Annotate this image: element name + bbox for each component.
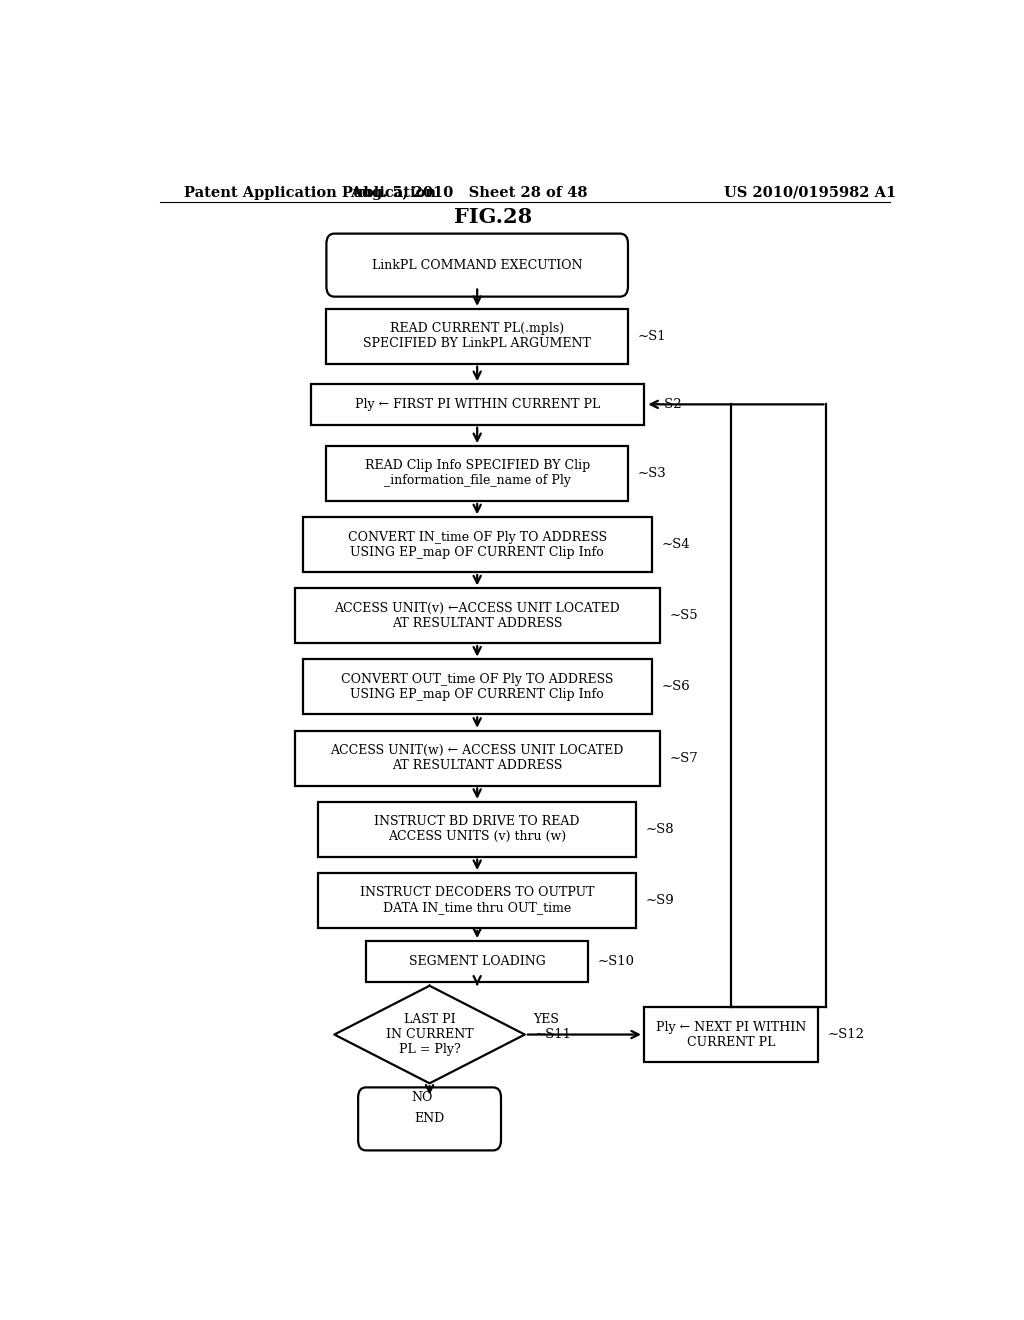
FancyBboxPatch shape: [358, 1088, 501, 1151]
Text: Aug. 5, 2010   Sheet 28 of 48: Aug. 5, 2010 Sheet 28 of 48: [350, 186, 588, 199]
Text: ∼S3: ∼S3: [638, 467, 667, 480]
Bar: [644, 1007, 818, 1063]
Text: YES: YES: [532, 1014, 559, 1027]
Text: ∼S2: ∼S2: [653, 397, 682, 411]
Text: READ Clip Info SPECIFIED BY Clip
_information_file_name of Ply: READ Clip Info SPECIFIED BY Clip _inform…: [365, 459, 590, 487]
Text: ∼S11: ∼S11: [535, 1028, 571, 1041]
Text: ACCESS UNIT(w) ← ACCESS UNIT LOCATED
AT RESULTANT ADDRESS: ACCESS UNIT(w) ← ACCESS UNIT LOCATED AT …: [331, 744, 624, 772]
Bar: [318, 873, 636, 928]
Text: ∼S8: ∼S8: [645, 822, 674, 836]
Text: ∼S9: ∼S9: [645, 894, 674, 907]
Bar: [303, 517, 652, 572]
Bar: [318, 801, 636, 857]
Bar: [327, 309, 628, 364]
Text: ACCESS UNIT(v) ←ACCESS UNIT LOCATED
AT RESULTANT ADDRESS: ACCESS UNIT(v) ←ACCESS UNIT LOCATED AT R…: [334, 602, 621, 630]
Text: ∼S6: ∼S6: [662, 680, 690, 693]
Text: ∼S4: ∼S4: [662, 539, 690, 552]
Text: INSTRUCT BD DRIVE TO READ
ACCESS UNITS (v) thru (w): INSTRUCT BD DRIVE TO READ ACCESS UNITS (…: [375, 816, 580, 843]
Text: ∼S12: ∼S12: [828, 1028, 865, 1041]
Text: NO: NO: [411, 1092, 432, 1105]
Text: US 2010/0195982 A1: US 2010/0195982 A1: [724, 186, 897, 199]
Text: CONVERT OUT_time OF Ply TO ADDRESS
USING EP_map OF CURRENT Clip Info: CONVERT OUT_time OF Ply TO ADDRESS USING…: [341, 673, 613, 701]
Bar: [295, 731, 659, 785]
Text: SEGMENT LOADING: SEGMENT LOADING: [409, 954, 546, 968]
Text: ∼S5: ∼S5: [670, 610, 698, 622]
Bar: [295, 589, 659, 643]
Text: ∼S1: ∼S1: [638, 330, 667, 343]
Text: INSTRUCT DECODERS TO OUTPUT
DATA IN_time thru OUT_time: INSTRUCT DECODERS TO OUTPUT DATA IN_time…: [359, 886, 595, 915]
Text: READ CURRENT PL(.mpls)
SPECIFIED BY LinkPL ARGUMENT: READ CURRENT PL(.mpls) SPECIFIED BY Link…: [364, 322, 591, 350]
Text: FIG.28: FIG.28: [454, 207, 532, 227]
Bar: [327, 446, 628, 500]
Bar: [310, 384, 644, 425]
Polygon shape: [334, 986, 524, 1084]
Bar: [303, 660, 652, 714]
Text: Patent Application Publication: Patent Application Publication: [183, 186, 435, 199]
Text: Ply ← NEXT PI WITHIN
CURRENT PL: Ply ← NEXT PI WITHIN CURRENT PL: [656, 1020, 806, 1048]
Bar: [367, 941, 588, 982]
Text: CONVERT IN_time OF Ply TO ADDRESS
USING EP_map OF CURRENT Clip Info: CONVERT IN_time OF Ply TO ADDRESS USING …: [347, 531, 607, 558]
Text: LAST PI
IN CURRENT
PL = Ply?: LAST PI IN CURRENT PL = Ply?: [386, 1012, 473, 1056]
Text: Ply ← FIRST PI WITHIN CURRENT PL: Ply ← FIRST PI WITHIN CURRENT PL: [354, 397, 600, 411]
Text: END: END: [415, 1113, 444, 1126]
FancyBboxPatch shape: [327, 234, 628, 297]
Text: LinkPL COMMAND EXECUTION: LinkPL COMMAND EXECUTION: [372, 259, 583, 272]
Text: ∼S10: ∼S10: [598, 954, 635, 968]
Text: ∼S7: ∼S7: [670, 751, 698, 764]
